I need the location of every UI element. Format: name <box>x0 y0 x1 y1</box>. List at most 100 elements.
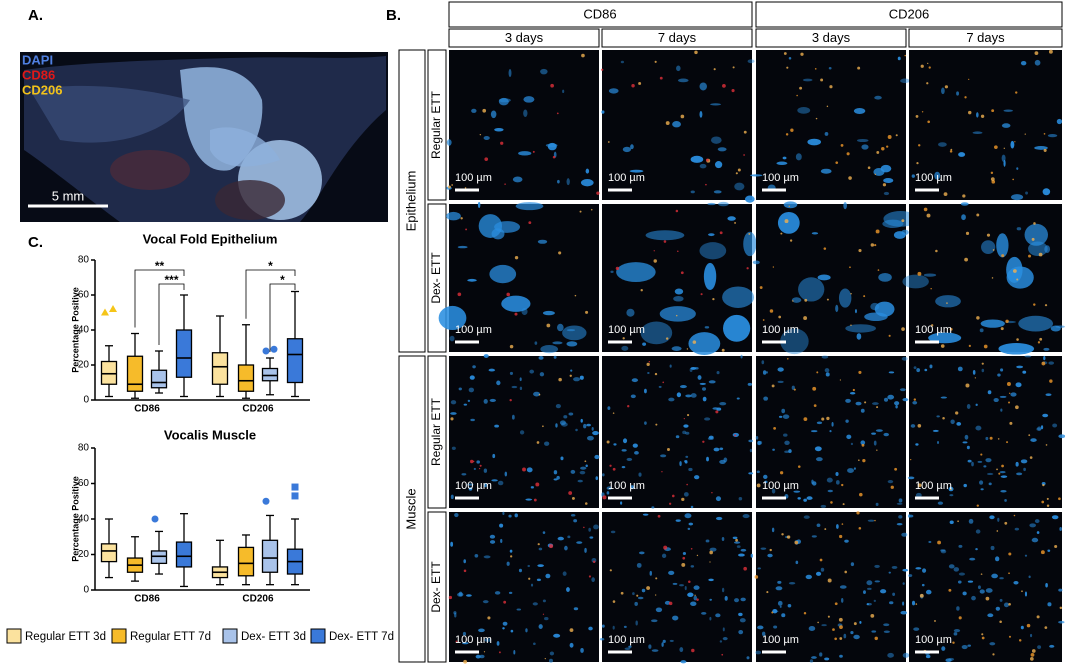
marker-signal <box>870 613 875 618</box>
nucleus-signal <box>980 488 984 491</box>
marker-signal <box>817 621 819 624</box>
marker-signal <box>937 540 941 545</box>
marker-signal <box>1059 606 1063 610</box>
marker-signal <box>1031 649 1036 653</box>
nucleus-signal <box>738 630 744 635</box>
marker-signal <box>1001 254 1005 258</box>
nucleus-signal <box>502 511 505 516</box>
micrograph: 100 µm <box>907 355 1065 508</box>
marker-signal <box>773 426 776 430</box>
nucleus-signal <box>473 467 476 470</box>
marker-signal <box>721 348 725 352</box>
y-tick-label: 0 <box>83 585 89 596</box>
nucleus-signal <box>511 414 515 420</box>
micrograph-background <box>449 50 599 200</box>
scale-label: 100 µm <box>455 324 492 336</box>
nucleus-signal <box>887 652 894 658</box>
nucleus-signal <box>824 131 829 136</box>
marker-signal <box>694 594 696 596</box>
marker-signal <box>450 417 454 421</box>
nucleus-signal <box>483 555 491 559</box>
marker-signal <box>1031 237 1035 241</box>
marker-signal <box>759 286 763 289</box>
marker-signal <box>1049 379 1053 383</box>
nucleus-signal <box>993 397 999 403</box>
nucleus-signal <box>629 169 644 173</box>
y-axis-label: Percentage Positive <box>70 476 80 562</box>
marker-signal <box>944 85 949 89</box>
nucleus-signal <box>814 446 822 452</box>
row-group-label: Muscle <box>403 488 418 529</box>
nucleus-signal <box>669 364 672 368</box>
marker-signal <box>996 468 998 471</box>
nucleus-signal <box>853 467 856 470</box>
header-box <box>601 28 753 48</box>
nucleus-signal <box>674 288 684 295</box>
marker-signal <box>1038 252 1043 257</box>
scale-label: 5 mm <box>52 188 85 203</box>
box <box>126 355 144 392</box>
nucleus-signal <box>740 597 746 602</box>
nucleus-signal <box>727 216 736 221</box>
marker-signal <box>834 637 837 641</box>
micrograph: 100 µm <box>752 201 918 355</box>
nucleus-signal <box>764 480 768 484</box>
nucleus-signal <box>845 324 876 333</box>
marker-signal <box>856 511 860 515</box>
marker-signal <box>769 309 774 313</box>
marker-signal <box>514 312 518 316</box>
marker-signal <box>1033 222 1036 225</box>
nucleus-signal <box>1028 575 1031 579</box>
nucleus-signal <box>734 541 741 544</box>
marker-signal <box>931 324 934 327</box>
nucleus-signal <box>1047 549 1051 552</box>
significance-bracket <box>269 283 296 352</box>
marker-signal <box>895 134 898 137</box>
marker-signal <box>585 310 589 314</box>
nucleus-signal <box>803 498 807 502</box>
nucleus-signal <box>479 654 485 659</box>
nucleus-signal <box>494 424 499 428</box>
nucleus-signal <box>721 587 725 593</box>
nucleus-signal <box>967 580 974 583</box>
nucleus-signal <box>1014 527 1020 531</box>
nucleus-signal <box>607 406 611 410</box>
nucleus-signal <box>745 195 755 203</box>
marker-signal <box>631 84 635 88</box>
nucleus-signal <box>511 385 518 389</box>
nucleus-signal <box>873 440 877 446</box>
nucleus-signal <box>940 396 948 399</box>
header-box <box>755 28 907 48</box>
nucleus-signal <box>1003 602 1010 608</box>
nucleus-signal <box>783 201 798 209</box>
marker-signal <box>875 229 880 234</box>
marker-signal <box>803 611 807 615</box>
nucleus-signal <box>860 408 865 413</box>
marker-signal <box>663 240 667 243</box>
nucleus-signal <box>1010 140 1015 149</box>
marker-signal <box>536 441 540 444</box>
nucleus-signal <box>811 535 817 538</box>
nucleus-signal <box>679 584 684 587</box>
marker-signal <box>681 497 685 502</box>
nucleus-signal <box>594 454 600 460</box>
nucleus-signal <box>853 108 866 114</box>
nucleus-signal <box>867 587 872 590</box>
marker-signal <box>694 50 698 55</box>
nucleus-signal <box>690 601 697 607</box>
nucleus-signal <box>501 295 531 312</box>
nucleus-signal <box>703 262 717 291</box>
marker-signal <box>1041 500 1045 504</box>
box <box>261 539 279 573</box>
nucleus-signal <box>564 545 568 551</box>
marker-signal <box>940 344 945 348</box>
nucleus-signal <box>457 592 464 597</box>
nucleus-signal <box>936 415 940 418</box>
row-label: Dex- ETT <box>429 252 443 304</box>
nucleus-signal <box>563 415 568 419</box>
nucleus-signal <box>467 399 471 402</box>
nucleus-signal <box>716 371 720 375</box>
nucleus-signal <box>1024 355 1032 358</box>
column-subheader: 7 days <box>966 30 1005 45</box>
nucleus-signal <box>642 513 649 516</box>
